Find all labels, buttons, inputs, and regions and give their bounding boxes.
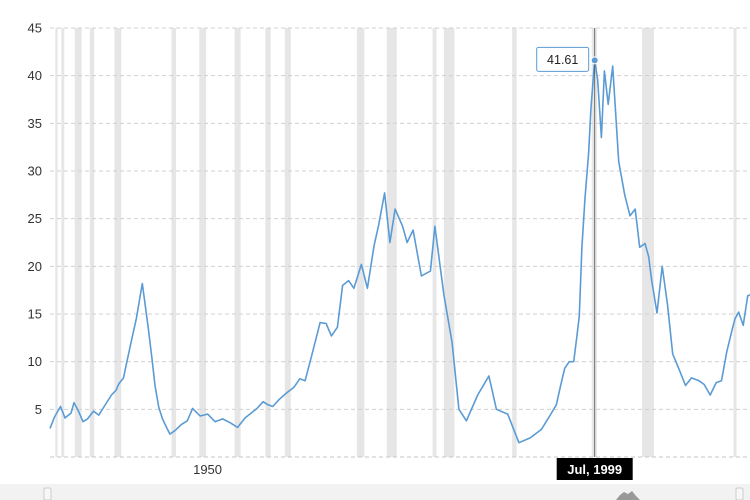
recession-band <box>74 28 82 457</box>
y-tick-label: 30 <box>28 164 42 179</box>
recession-band <box>234 28 241 457</box>
recession-band <box>114 28 122 457</box>
recession-band <box>512 28 517 457</box>
recession-band <box>733 28 737 457</box>
navigator-right-handle[interactable] <box>735 487 744 500</box>
y-tick-label: 45 <box>28 21 42 36</box>
recession-band <box>356 28 365 457</box>
recession-band <box>199 28 207 457</box>
date-label-text: Jul, 1999 <box>567 462 622 477</box>
navigator-mini-series <box>616 491 640 500</box>
crosshair <box>590 28 599 457</box>
y-tick-label: 40 <box>28 68 42 83</box>
tooltip-box <box>536 46 590 72</box>
recession-band <box>642 28 654 457</box>
x-axis: 1950 <box>193 462 222 477</box>
gridlines <box>50 27 750 458</box>
x-tick-label: 1950 <box>193 462 222 477</box>
recession-band <box>265 28 271 457</box>
date-label-box <box>556 458 633 480</box>
navigator-track[interactable] <box>0 484 750 500</box>
series-line[interactable] <box>49 59 750 444</box>
hover-point-marker <box>590 56 599 65</box>
range-navigator[interactable] <box>0 484 750 500</box>
crosshair-date-label: Jul, 1999 <box>556 458 633 480</box>
recession-bands <box>55 28 737 457</box>
recession-band <box>432 28 437 457</box>
y-tick-label: 5 <box>35 402 42 417</box>
series-layer <box>49 59 750 444</box>
y-tick-label: 35 <box>28 116 42 131</box>
recession-band <box>89 28 95 457</box>
y-tick-label: 25 <box>28 211 42 226</box>
recession-band <box>171 28 176 457</box>
recession-band <box>443 28 455 457</box>
y-tick-label: 15 <box>28 307 42 322</box>
y-axis: 45 40 35 30 25 20 15 10 5 <box>28 21 42 417</box>
y-tick-label: 10 <box>28 354 42 369</box>
value-tooltip: 41.61 <box>536 46 590 72</box>
recession-band <box>55 28 58 457</box>
y-tick-label: 20 <box>28 259 42 274</box>
navigator-left-handle[interactable] <box>43 487 52 500</box>
recession-band <box>386 28 397 457</box>
recession-band <box>61 28 65 457</box>
recession-band <box>284 28 291 457</box>
tooltip-value: 41.61 <box>547 53 578 67</box>
